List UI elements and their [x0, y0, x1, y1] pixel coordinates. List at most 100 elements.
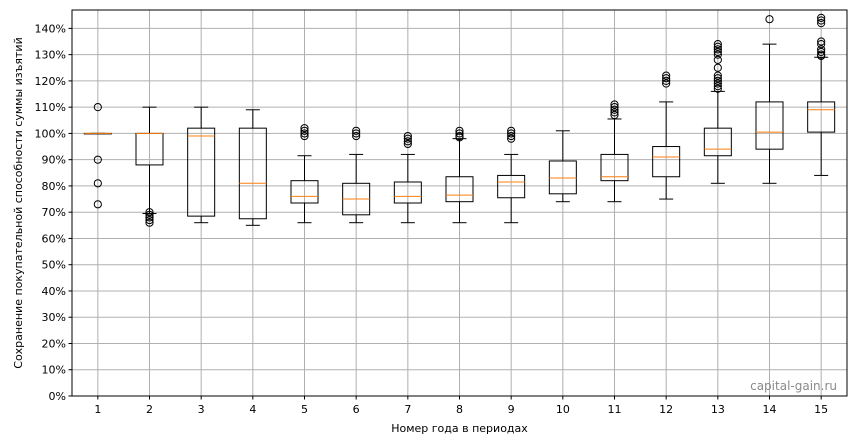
outlier-point	[817, 47, 826, 57]
outlier-point	[352, 131, 361, 141]
box-12	[652, 71, 681, 200]
outlier-point	[713, 82, 722, 91]
iqr-box	[703, 127, 732, 157]
x-tick-label: 12	[659, 403, 673, 416]
box-8	[445, 126, 474, 224]
outlier-point	[145, 218, 154, 227]
outlier-point	[713, 71, 722, 80]
box-1	[83, 103, 112, 209]
x-tick-label: 3	[198, 403, 205, 416]
y-tick-label: 120%	[35, 75, 66, 88]
box-15	[807, 13, 836, 176]
outlier-point	[403, 131, 412, 141]
iqr-box	[652, 146, 681, 178]
x-tick-label: 9	[508, 403, 515, 416]
outlier-point	[662, 71, 671, 80]
outlier-point	[610, 103, 619, 112]
outlier-point	[93, 200, 102, 209]
outlier-point	[713, 79, 722, 88]
box-6	[342, 126, 371, 224]
box-4	[238, 109, 267, 226]
x-tick-label: 4	[249, 403, 256, 416]
outlier-point	[610, 108, 619, 117]
outlier-point	[713, 40, 722, 49]
outlier-point	[662, 76, 671, 85]
outlier-point	[713, 63, 722, 72]
iqr-box	[600, 153, 629, 182]
outlier-point	[455, 126, 464, 135]
outlier-point	[507, 126, 516, 135]
outlier-point	[455, 131, 464, 141]
x-tick-label: 15	[814, 403, 828, 416]
axis-ticks: 0% 10% 20% 30% 40% 50% 60% 70% 80% 90% 100% 110% 120…	[35, 22, 829, 416]
x-tick-label: 11	[608, 403, 622, 416]
y-tick-label: 70%	[42, 206, 66, 219]
x-tick-label: 14	[763, 403, 777, 416]
x-tick-label: 8	[456, 403, 463, 416]
outlier-point	[507, 129, 516, 138]
outlier-point	[93, 155, 102, 164]
outlier-point	[713, 84, 722, 93]
outlier-point	[713, 74, 722, 83]
box-2	[135, 106, 164, 227]
x-tick-label: 1	[94, 403, 101, 416]
box-13	[703, 40, 732, 184]
x-tick-label: 7	[404, 403, 411, 416]
outlier-point	[145, 215, 154, 225]
y-tick-label: 90%	[42, 154, 66, 167]
outlier-point	[610, 105, 619, 114]
y-tick-label: 0%	[49, 390, 66, 403]
outlier-point	[403, 139, 412, 149]
x-tick-label: 13	[711, 403, 725, 416]
iqr-box	[755, 101, 784, 150]
outlier-point	[93, 103, 102, 112]
outlier-point	[817, 37, 826, 46]
outlier-point	[817, 50, 826, 59]
iqr-box	[497, 174, 526, 199]
outlier-point	[765, 15, 774, 24]
iqr-box	[187, 127, 216, 217]
iqr-box	[807, 101, 836, 133]
y-tick-label: 30%	[42, 311, 66, 324]
iqr-box	[238, 127, 267, 220]
y-tick-label: 10%	[42, 364, 66, 377]
y-tick-label: 140%	[35, 22, 66, 35]
outlier-point	[145, 213, 154, 222]
outlier-point	[403, 137, 412, 146]
outlier-point	[300, 124, 309, 133]
x-tick-label: 5	[301, 403, 308, 416]
outlier-point	[713, 45, 722, 54]
outlier-point	[455, 129, 464, 138]
outlier-point	[610, 100, 619, 109]
y-tick-label: 20%	[42, 337, 66, 350]
box-10	[548, 130, 577, 203]
outlier-point	[507, 134, 516, 143]
outlier-point	[817, 19, 826, 28]
y-tick-label: 100%	[35, 127, 66, 140]
box-14	[755, 15, 784, 184]
outlier-point	[713, 47, 722, 57]
box-3	[187, 106, 216, 224]
outlier-point	[145, 210, 154, 219]
outlier-point	[817, 40, 826, 49]
box-series	[83, 13, 836, 227]
outlier-point	[610, 110, 619, 120]
outlier-point	[662, 74, 671, 83]
y-tick-label: 130%	[35, 49, 66, 62]
outlier-point	[662, 79, 671, 88]
outlier-point	[93, 179, 102, 188]
iqr-box	[445, 176, 474, 203]
y-axis-label: Сохранение покупательной способности сум…	[12, 37, 25, 368]
box-11	[600, 100, 629, 203]
outlier-point	[817, 13, 826, 22]
box-9	[497, 126, 526, 224]
outlier-point	[507, 131, 516, 141]
x-axis-label: Номер года в периодах	[391, 422, 528, 435]
outlier-point	[817, 45, 826, 54]
box-5	[290, 124, 319, 224]
watermark-text: capital-gain.ru	[750, 379, 837, 393]
y-tick-label: 60%	[42, 232, 66, 245]
outlier-point	[300, 129, 309, 138]
outlier-point	[713, 55, 722, 64]
outlier-point	[817, 16, 826, 25]
